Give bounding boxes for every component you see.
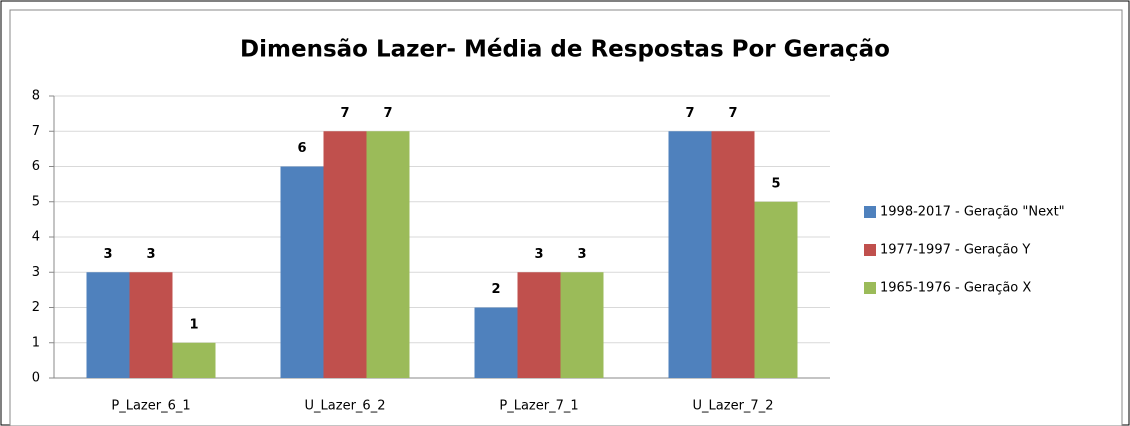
x-tick-label: U_Lazer_6_2: [305, 399, 386, 414]
data-label: 1: [189, 317, 198, 332]
bar: [323, 131, 367, 378]
data-label: 6: [297, 141, 306, 156]
bar: [668, 131, 712, 378]
data-label: 7: [383, 106, 392, 121]
y-tick-label: 5: [32, 194, 40, 209]
x-tick-label: P_Lazer_7_1: [499, 399, 578, 414]
y-tick-label: 7: [32, 124, 40, 139]
bar: [280, 166, 324, 378]
y-tick-label: 3: [32, 265, 40, 280]
x-tick-label: U_Lazer_7_2: [693, 399, 774, 414]
y-tick-label: 2: [32, 300, 40, 315]
legend-label: 1977-1997 - Geração Y: [880, 243, 1030, 258]
data-label: 3: [103, 247, 112, 262]
data-label: 5: [771, 176, 780, 191]
data-label: 2: [491, 282, 500, 297]
bar: [474, 307, 518, 378]
chart-title: Dimensão Lazer- Média de Respostas Por G…: [240, 37, 890, 63]
data-label: 7: [728, 106, 737, 121]
y-tick-label: 6: [32, 159, 40, 174]
bar: [754, 201, 798, 378]
bar: [560, 272, 604, 378]
legend-label: 1998-2017 - Geração "Next": [880, 205, 1065, 220]
bar: [366, 131, 410, 378]
legend-label: 1965-1976 - Geração X: [880, 281, 1031, 296]
bar: [517, 272, 561, 378]
legend-swatch: [864, 282, 876, 294]
data-label: 3: [146, 247, 155, 262]
bar: [172, 342, 216, 378]
bar: [129, 272, 173, 378]
y-tick-label: 1: [32, 335, 40, 350]
data-label: 7: [685, 106, 694, 121]
data-label: 3: [534, 247, 543, 262]
legend-swatch: [864, 206, 876, 218]
data-label: 7: [340, 106, 349, 121]
legend-swatch: [864, 244, 876, 256]
bar: [711, 131, 755, 378]
data-label: 3: [577, 247, 586, 262]
bar: [86, 272, 130, 378]
y-tick-label: 0: [32, 371, 40, 386]
y-tick-label: 4: [32, 230, 40, 245]
x-tick-label: P_Lazer_6_1: [111, 399, 190, 414]
y-tick-label: 8: [32, 89, 40, 104]
